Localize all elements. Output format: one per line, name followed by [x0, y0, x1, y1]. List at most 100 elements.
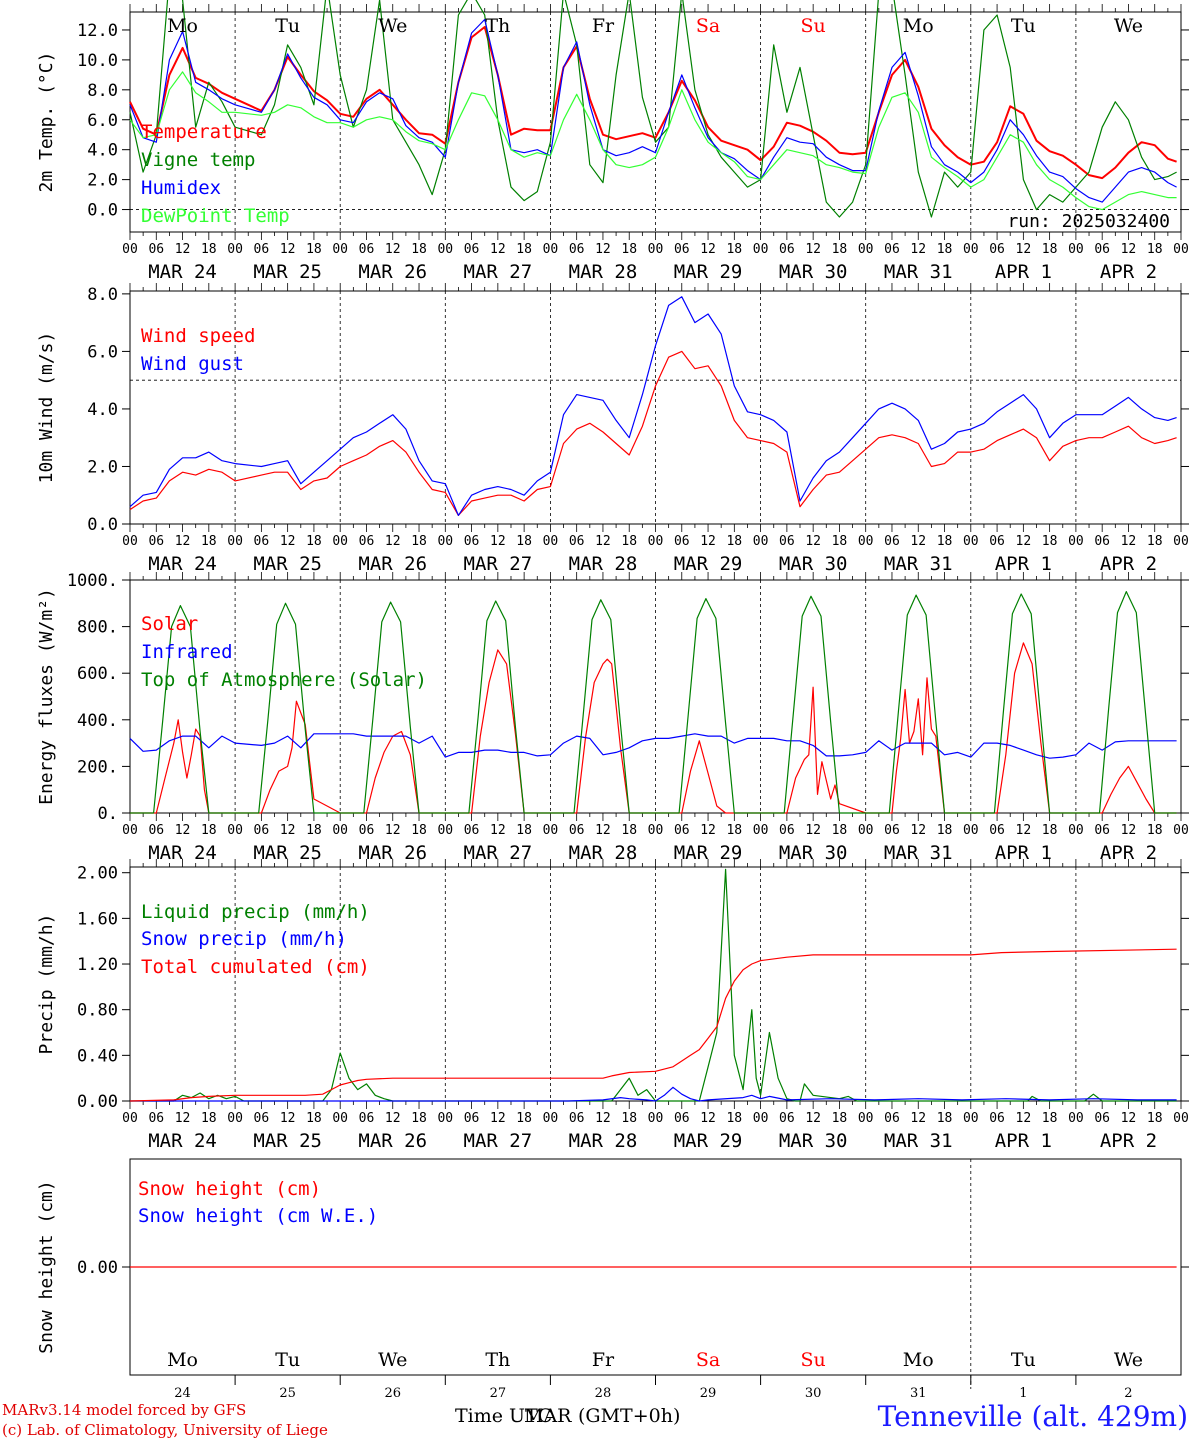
hour-tick-label: 00 — [963, 1111, 979, 1126]
hour-tick-label: 06 — [989, 1111, 1005, 1126]
hour-tick-label: 12 — [175, 242, 191, 257]
date-label: MAR 24 — [148, 553, 217, 575]
date-label: MAR 28 — [569, 553, 638, 575]
footer-credit-line1: MARv3.14 model forced by GFS — [2, 1401, 247, 1419]
hour-tick-label: 12 — [700, 534, 716, 549]
hour-tick-label: 00 — [1068, 823, 1084, 838]
hour-tick-label: 06 — [254, 823, 270, 838]
hour-tick-label: 12 — [805, 534, 821, 549]
hour-tick-label: 12 — [1016, 242, 1032, 257]
hour-tick-label: 18 — [726, 242, 742, 257]
y-axis-label: Precip (mm/h) — [36, 914, 57, 1055]
hour-tick-label: 12 — [910, 242, 926, 257]
hour-tick-label: 00 — [1173, 534, 1189, 549]
hour-tick-label: 18 — [201, 534, 217, 549]
legend-entry: Liquid precip (mm/h) — [141, 901, 370, 923]
hour-tick-label: 18 — [411, 242, 427, 257]
hour-tick-label: 06 — [148, 242, 164, 257]
day-number-label: 24 — [174, 1386, 191, 1401]
date-label: MAR 27 — [464, 261, 533, 283]
hour-tick-label: 06 — [779, 534, 795, 549]
hour-tick-label: 18 — [516, 823, 532, 838]
day-name-label: Fr — [592, 1349, 615, 1371]
date-label: MAR 26 — [358, 1130, 427, 1152]
hour-tick-label: 00 — [332, 1111, 348, 1126]
hour-tick-label: 18 — [306, 1111, 322, 1126]
date-label: APR 1 — [995, 1130, 1052, 1152]
date-label: MAR 31 — [884, 1130, 953, 1152]
hour-tick-label: 18 — [832, 823, 848, 838]
day-number-label: 2 — [1124, 1386, 1132, 1401]
legend-entry: Wind speed — [141, 325, 255, 347]
y-tick-label: 12.0 — [77, 21, 118, 41]
date-label: MAR 24 — [148, 842, 217, 864]
day-number-label: 26 — [384, 1386, 401, 1401]
day-number-label: 31 — [910, 1386, 927, 1401]
y-axis-label: Snow height (cm) — [36, 1180, 57, 1353]
hour-tick-label: 06 — [989, 534, 1005, 549]
date-label: MAR 31 — [884, 553, 953, 575]
series-line — [129, 948, 1177, 1102]
hour-tick-label: 00 — [1173, 823, 1189, 838]
y-tick-label: 0.00 — [77, 1092, 118, 1112]
y-tick-label: 600. — [77, 664, 118, 684]
hour-tick-label: 18 — [201, 823, 217, 838]
hour-tick-label: 06 — [1094, 1111, 1110, 1126]
date-label: APR 1 — [995, 842, 1052, 864]
footer-axis-time-label: Time UTC — [455, 1405, 553, 1427]
hour-tick-label: 18 — [937, 823, 953, 838]
hour-tick-label: 06 — [989, 242, 1005, 257]
hour-tick-label: 18 — [1042, 1111, 1058, 1126]
hour-tick-label: 06 — [1094, 823, 1110, 838]
hour-tick-label: 18 — [201, 1111, 217, 1126]
hour-tick-label: 12 — [385, 823, 401, 838]
hour-tick-label: 12 — [805, 242, 821, 257]
day-number-label: 29 — [700, 1386, 717, 1401]
hour-tick-label: 12 — [910, 534, 926, 549]
hour-tick-label: 00 — [543, 534, 559, 549]
y-axis-label: 2m Temp. (°C) — [36, 52, 57, 193]
hour-tick-label: 18 — [621, 534, 637, 549]
date-label: MAR 28 — [569, 842, 638, 864]
hour-tick-label: 06 — [148, 823, 164, 838]
hour-tick-label: 06 — [359, 1111, 375, 1126]
hour-tick-label: 12 — [700, 823, 716, 838]
station-name: Tenneville (alt. 429m) — [877, 1400, 1188, 1433]
hour-tick-label: 12 — [280, 242, 296, 257]
day-name-label: Fr — [592, 15, 615, 37]
hour-tick-label: 18 — [1147, 242, 1163, 257]
y-tick-label: 0.00 — [77, 1258, 118, 1278]
hour-tick-label: 18 — [1147, 534, 1163, 549]
y-tick-label: 1000. — [67, 571, 118, 591]
y-tick-label: 6.0 — [87, 342, 118, 362]
footer-axis-timezone-label: (GMT+0h) — [578, 1405, 681, 1427]
y-tick-label: 8.0 — [87, 285, 118, 305]
hour-tick-label: 12 — [1016, 1111, 1032, 1126]
day-name-label: Th — [485, 1349, 510, 1371]
hour-tick-label: 18 — [832, 534, 848, 549]
hour-tick-label: 12 — [385, 1111, 401, 1126]
hour-tick-label: 00 — [858, 823, 874, 838]
date-label: MAR 25 — [253, 842, 322, 864]
y-tick-label: 400. — [77, 711, 118, 731]
hour-tick-label: 12 — [490, 1111, 506, 1126]
series-line — [129, 733, 1177, 759]
hour-tick-label: 06 — [254, 242, 270, 257]
hour-tick-label: 12 — [1016, 823, 1032, 838]
hour-tick-label: 06 — [569, 534, 585, 549]
hour-tick-label: 18 — [937, 1111, 953, 1126]
hour-tick-label: 18 — [726, 1111, 742, 1126]
date-label: MAR 26 — [358, 261, 427, 283]
hour-tick-label: 06 — [254, 1111, 270, 1126]
hour-tick-label: 06 — [148, 534, 164, 549]
date-label: MAR 30 — [779, 842, 848, 864]
hour-tick-label: 00 — [753, 242, 769, 257]
date-label: MAR 27 — [464, 842, 533, 864]
hour-tick-label: 06 — [884, 242, 900, 257]
y-tick-label: 0.0 — [87, 201, 118, 221]
hour-tick-label: 18 — [1042, 534, 1058, 549]
y-tick-label: 200. — [77, 757, 118, 777]
date-label: APR 1 — [995, 553, 1052, 575]
date-label: MAR 26 — [358, 553, 427, 575]
hour-tick-label: 00 — [858, 534, 874, 549]
